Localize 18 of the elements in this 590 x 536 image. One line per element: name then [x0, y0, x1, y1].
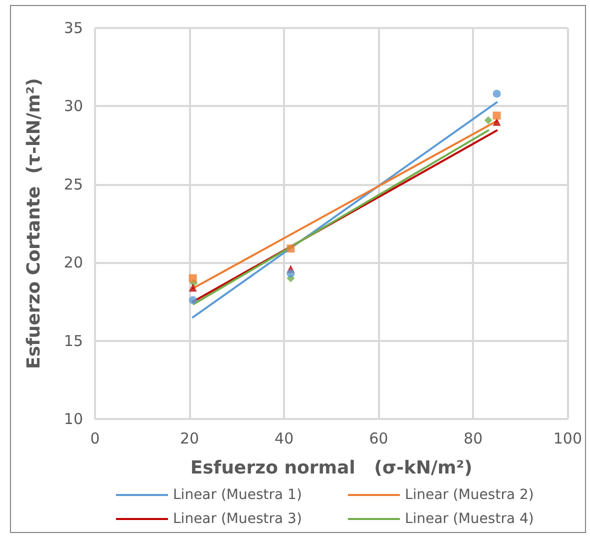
- legend-label: Linear (Muestra 4): [404, 511, 534, 527]
- x-axis-title: Esfuerzo normal (σ-kN/m²): [190, 458, 472, 478]
- y-axis-title: Esfuerzo Cortante (τ-kN/m²): [24, 78, 44, 369]
- y-tick-label: 35: [64, 19, 83, 37]
- legend-label: Linear (Muestra 2): [404, 487, 534, 503]
- y-tick-label: 25: [64, 175, 83, 194]
- y-tick-label: 15: [64, 332, 83, 350]
- y-tick-label: 30: [64, 97, 83, 116]
- x-tick-label: 0: [90, 430, 100, 448]
- x-tick-label: 60: [369, 430, 388, 448]
- x-tick-label: 100: [553, 430, 582, 448]
- legend-label: Linear (Muestra 1): [173, 487, 302, 503]
- y-tick-label: 10: [64, 410, 83, 428]
- y-tick-label: 20: [64, 254, 83, 272]
- legend-label: Linear (Muestra 3): [173, 511, 302, 527]
- x-tick-label: 20: [180, 430, 200, 448]
- x-tick-label: 40: [274, 430, 294, 448]
- x-tick-label: 80: [464, 430, 483, 448]
